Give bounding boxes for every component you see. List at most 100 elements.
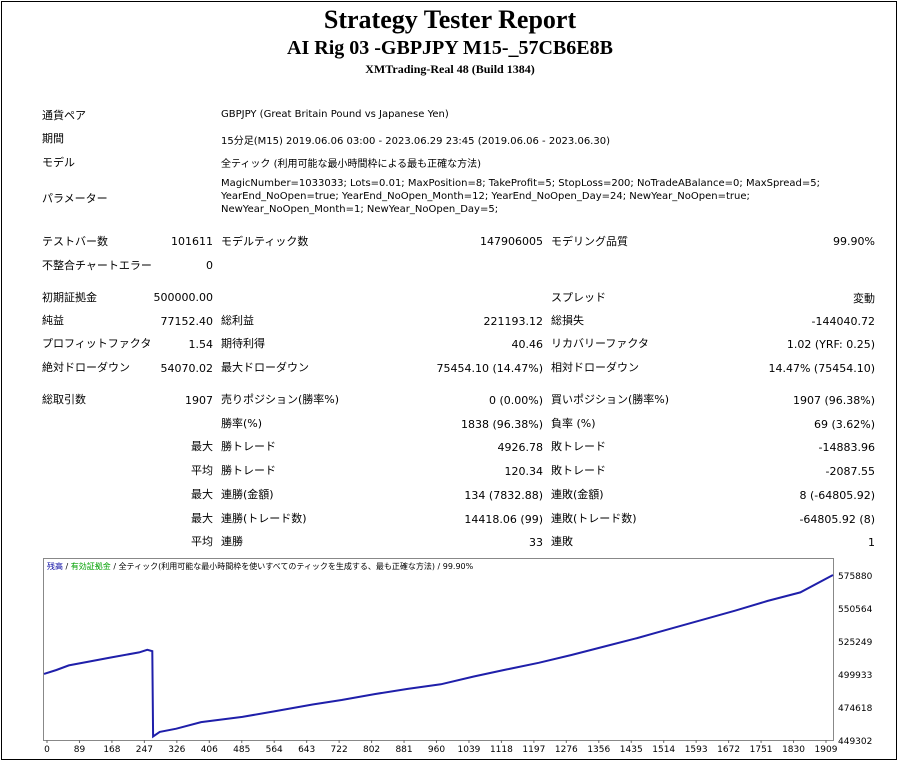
max-prefix-3: 最大 <box>191 512 213 525</box>
x-tick-label: 247 <box>136 745 153 755</box>
params-label: パラメーター <box>42 192 108 205</box>
avg-prefix-2: 平均 <box>191 535 213 548</box>
recovery-label: リカバリーファクタ <box>551 337 649 350</box>
short-value: 0 (0.00%) <box>488 394 543 407</box>
max-dd-label: 最大ドローダウン <box>221 361 309 374</box>
rel-dd-value: 14.47% (75454.10) <box>768 362 875 375</box>
y-tick-label: 449302 <box>838 737 872 747</box>
x-tick-label: 1909 <box>815 745 838 755</box>
win-label: 勝率(%) <box>221 417 263 430</box>
spread-value: 変動 <box>853 292 875 305</box>
max-loss-value: -14883.96 <box>818 441 875 454</box>
max-loss-label: 敗トレード <box>551 440 606 453</box>
deposit-value: 500000.00 <box>153 291 214 304</box>
max-win-value: 4926.78 <box>497 441 544 454</box>
balance-chart <box>43 558 834 741</box>
trades-label: 総取引数 <box>42 393 86 406</box>
y-tick-label: 474618 <box>838 704 873 714</box>
avg-cons-loss-label: 連敗 <box>551 535 573 548</box>
net-value: 77152.40 <box>160 315 214 328</box>
x-tick-label: 643 <box>298 745 315 755</box>
x-tick-label: 1593 <box>685 745 708 755</box>
x-tick-label: 960 <box>428 745 445 755</box>
x-tick-label: 564 <box>266 745 283 755</box>
avg-cons-win-value: 33 <box>529 536 543 549</box>
cons-loss-amt-value: 8 (-64805.92) <box>799 489 875 502</box>
period-label: 期間 <box>42 132 64 145</box>
avg-loss-label: 敗トレード <box>551 464 606 477</box>
ticks-value: 147906005 <box>480 235 543 248</box>
mismatch-value: 0 <box>206 259 213 272</box>
gross-profit-label: 総利益 <box>221 314 254 327</box>
max-prefix-2: 最大 <box>191 488 213 501</box>
report-subtitle: AI Rig 03 -GBPJPY M15-_57CB6E8B <box>287 37 613 59</box>
quality-value: 99.90% <box>833 235 875 248</box>
x-tick-label: 1514 <box>652 745 675 755</box>
report-title: Strategy Tester Report <box>323 5 577 34</box>
period-value: 15分足(M15) 2019.06.06 03:00 - 2023.06.29 … <box>221 136 610 147</box>
cons-win-amt-label: 連勝(金額) <box>221 488 274 501</box>
x-tick-label: 1830 <box>782 745 805 755</box>
recovery-value: 1.02 (YRF: 0.25) <box>786 338 875 351</box>
expected-label: 期待利得 <box>221 337 265 350</box>
max-win-label: 勝トレード <box>221 440 276 453</box>
gross-loss-value: -144040.72 <box>811 315 875 328</box>
trades-value: 1907 <box>185 394 213 407</box>
mismatch-label: 不整合チャートエラー <box>42 259 152 272</box>
x-tick-label: 89 <box>74 745 86 755</box>
pair-label: 通貨ペア <box>42 109 86 122</box>
pf-label: プロフィットファクタ <box>42 337 152 350</box>
legend-rest: 全ティック(利用可能な最小時間枠を使いすべてのティックを生成する、最も正確な方法… <box>118 562 474 571</box>
cons-loss-cnt-value: -64805.92 (8) <box>799 513 875 526</box>
spread-label: スプレッド <box>551 291 606 304</box>
x-tick-label: 485 <box>233 745 250 755</box>
x-tick-label: 326 <box>168 745 185 755</box>
rel-dd-label: 相対ドローダウン <box>551 361 639 374</box>
avg-cons-loss-value: 1 <box>868 536 875 549</box>
bars-value: 101611 <box>171 235 213 248</box>
legend-sep-1: / <box>63 562 71 571</box>
x-tick-label: 1197 <box>522 745 545 755</box>
x-tick-label: 406 <box>201 745 218 755</box>
report-server: XMTrading-Real 48 (Build 1384) <box>365 62 535 76</box>
abs-dd-label: 絶対ドローダウン <box>42 361 130 374</box>
x-tick-label: 802 <box>363 745 380 755</box>
win-value: 1838 (96.38%) <box>460 418 543 431</box>
avg-win-label: 勝トレード <box>221 464 276 477</box>
x-tick-label: 881 <box>395 745 412 755</box>
y-tick-label: 499933 <box>838 671 872 681</box>
legend-balance: 残高 <box>47 562 63 571</box>
net-label: 純益 <box>42 314 64 327</box>
abs-dd-value: 54070.02 <box>160 362 214 375</box>
cons-loss-cnt-label: 連敗(トレード数) <box>551 512 637 525</box>
long-label: 買いポジション(勝率%) <box>551 393 670 406</box>
x-tick-label: 1751 <box>750 745 773 755</box>
x-tick-label: 1118 <box>490 745 513 755</box>
long-value: 1907 (96.38%) <box>792 394 875 407</box>
params-value: MagicNumber=1033033; Lots=0.01; MaxPosit… <box>221 178 820 215</box>
pf-value: 1.54 <box>188 338 214 351</box>
pair-value: GBPJPY (Great Britain Pound vs Japanese … <box>221 109 449 120</box>
gross-loss-label: 総損失 <box>551 314 584 327</box>
model-value: 全ティック (利用可能な最小時間枠による最も正確な方法) <box>221 159 482 170</box>
quality-label: モデリング品質 <box>551 235 628 248</box>
x-tick-label: 1039 <box>458 745 481 755</box>
chart-legend: 残高 / 有効証拠金 / 全ティック(利用可能な最小時間枠を使いすべてのティック… <box>47 561 473 572</box>
deposit-label: 初期証拠金 <box>42 291 97 304</box>
expected-value: 40.46 <box>511 338 544 351</box>
cons-win-amt-value: 134 (7832.88) <box>464 489 543 502</box>
avg-win-value: 120.34 <box>504 465 544 478</box>
loss-value: 69 (3.62%) <box>813 418 875 431</box>
cons-loss-amt-label: 連敗(金額) <box>551 488 604 501</box>
max-dd-value: 75454.10 (14.47%) <box>436 362 543 375</box>
x-tick-label: 1276 <box>555 745 578 755</box>
cons-win-cnt-value: 14418.06 (99) <box>464 513 543 526</box>
bars-label: テストバー数 <box>42 235 108 248</box>
cons-win-cnt-label: 連勝(トレード数) <box>221 512 307 525</box>
loss-label: 負率 (%) <box>551 417 596 430</box>
avg-prefix-1: 平均 <box>191 464 213 477</box>
y-tick-label: 575880 <box>838 572 873 582</box>
x-tick-label: 168 <box>103 745 120 755</box>
